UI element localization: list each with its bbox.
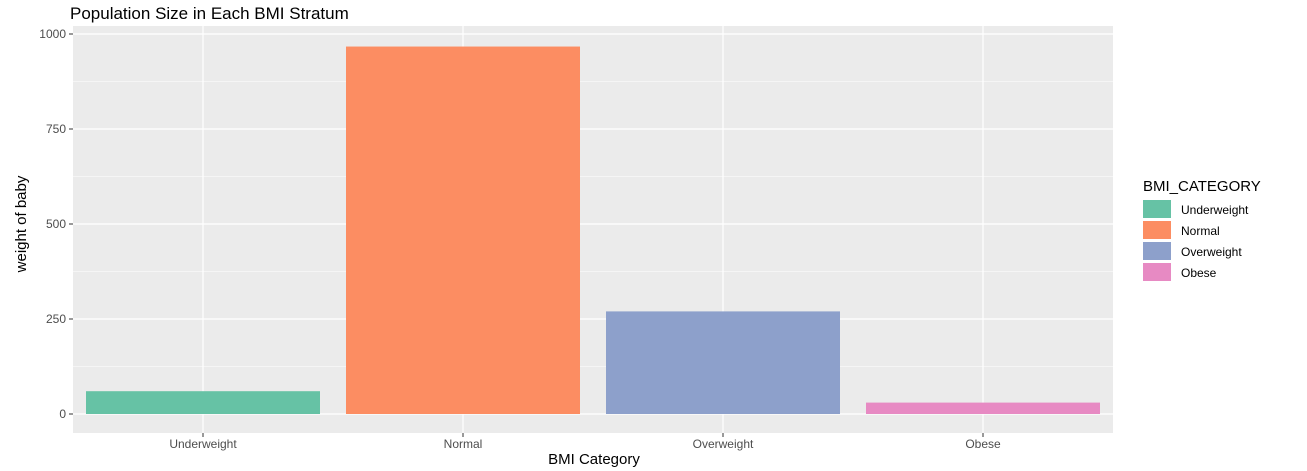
legend-label: Underweight: [1181, 203, 1249, 217]
y-tick-label: 1000: [39, 27, 66, 41]
legend-label: Overweight: [1181, 245, 1242, 259]
chart-title: Population Size in Each BMI Stratum: [70, 4, 349, 23]
x-tick-label: Underweight: [169, 437, 237, 451]
plot-panel: 0 250 500 750 1000 Underweight Normal Overweigh…: [39, 26, 1113, 451]
legend-key-underweight: [1143, 200, 1171, 218]
bar-underweight: [86, 391, 320, 414]
bar-normal: [346, 46, 580, 414]
x-tick-label: Obese: [965, 437, 1001, 451]
y-tick-label: 0: [59, 407, 66, 421]
plot-background: [73, 26, 1113, 433]
y-tick-label: 750: [46, 122, 66, 136]
y-axis-title: weight of baby: [13, 175, 30, 273]
y-tick-label: 500: [46, 217, 66, 231]
legend-label: Normal: [1181, 224, 1220, 238]
legend-key-normal: [1143, 221, 1171, 239]
x-tick-label: Normal: [444, 437, 483, 451]
bar-obese: [866, 402, 1100, 414]
legend-label: Obese: [1181, 266, 1217, 280]
legend-title: BMI_CATEGORY: [1143, 178, 1261, 195]
legend-key-obese: [1143, 263, 1171, 281]
legend: BMI_CATEGORY Underweight Normal Overweight…: [1143, 178, 1261, 281]
legend-key-overweight: [1143, 242, 1171, 260]
bar-overweight: [606, 311, 840, 414]
x-axis-title: BMI Category: [548, 451, 640, 468]
y-tick-label: 250: [46, 312, 66, 326]
x-tick-label: Overweight: [693, 437, 754, 451]
